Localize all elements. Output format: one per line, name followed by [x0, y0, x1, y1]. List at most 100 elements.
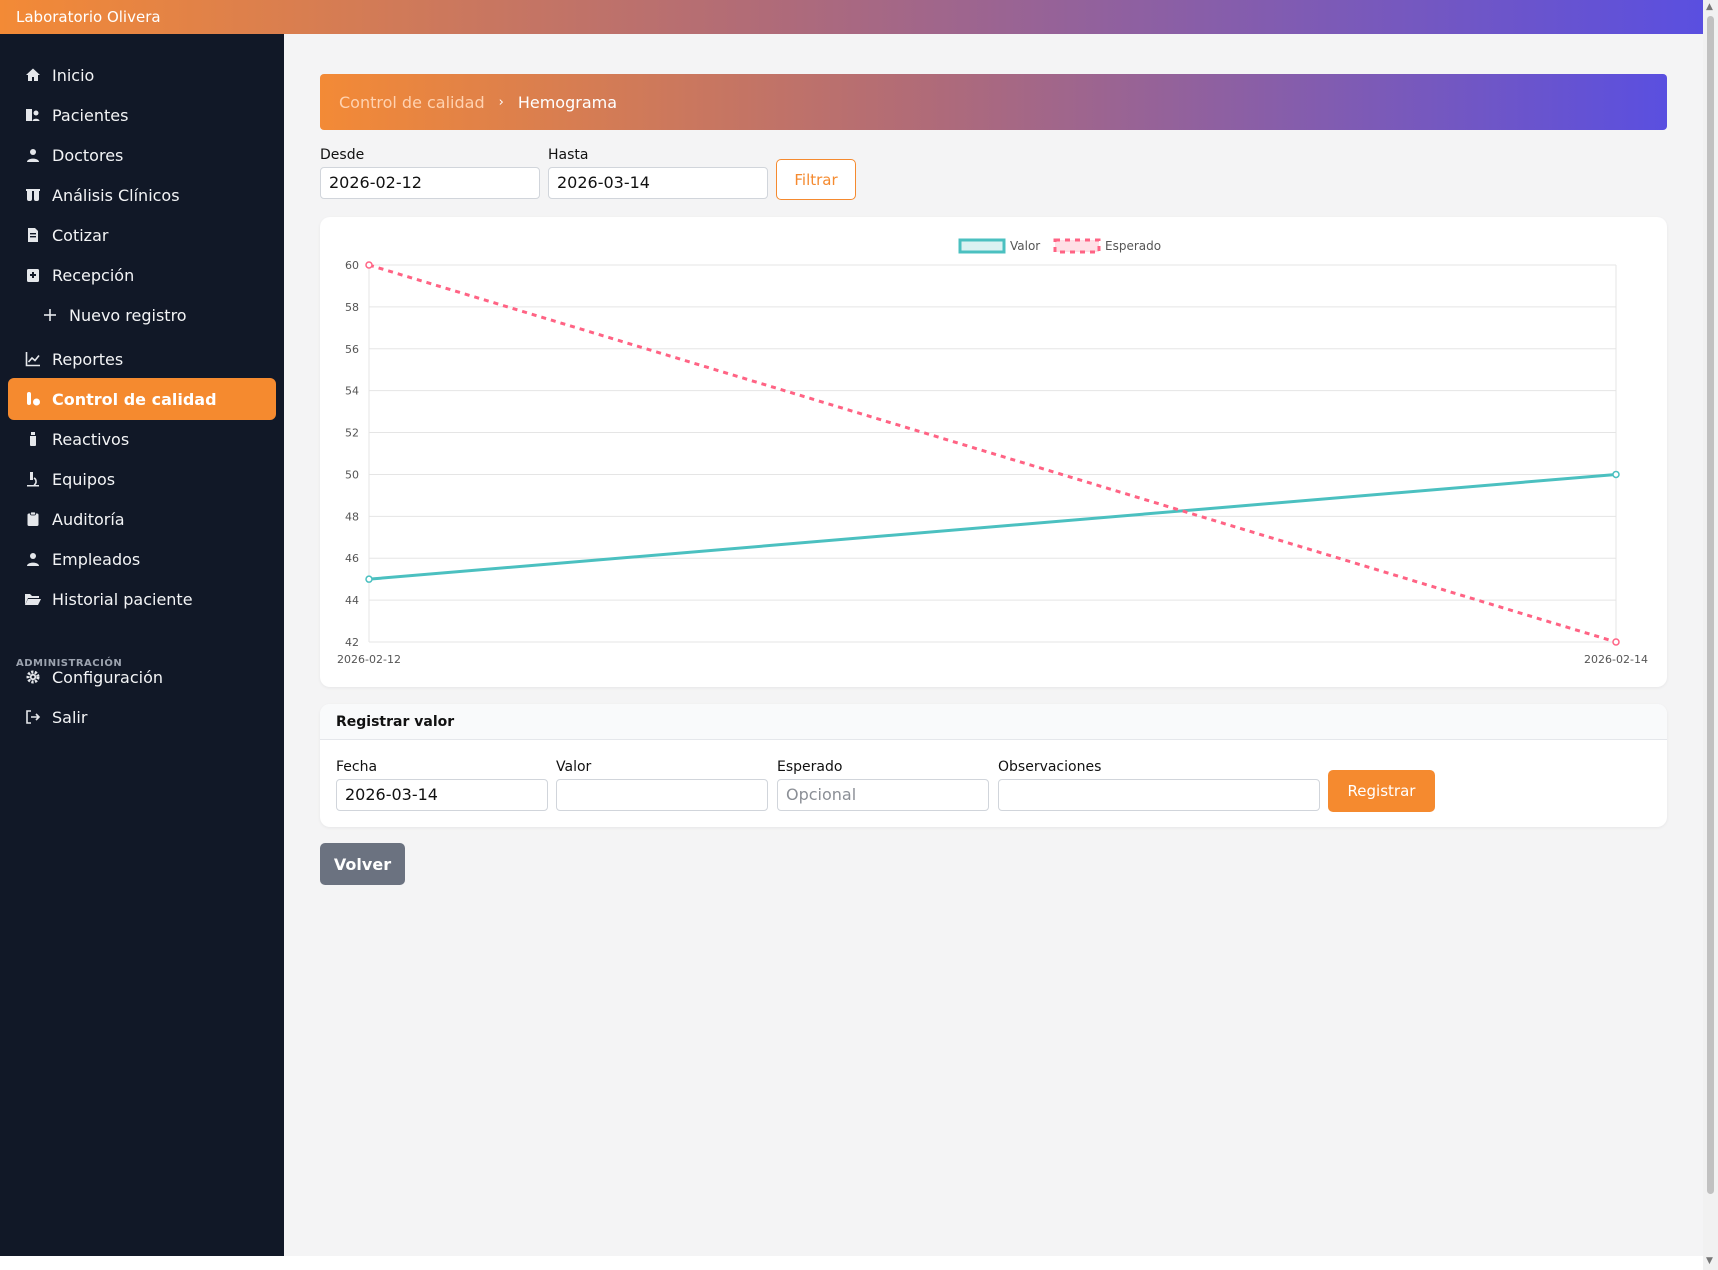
sidebar-item-equipos[interactable]: Equipos [8, 458, 276, 500]
sidebar-item-historial[interactable]: Historial paciente [8, 578, 276, 620]
clipboard-icon [24, 510, 42, 528]
data-point [1612, 470, 1620, 479]
sidebar-item-label: Recepción [52, 265, 135, 285]
breadcrumb-separator: › [498, 94, 504, 110]
valor-label: Valor [556, 759, 592, 775]
registrar-button[interactable]: Registrar [1328, 770, 1435, 812]
legend-label: Esperado [1105, 239, 1161, 253]
sidebar-item-label: Cotizar [52, 225, 109, 245]
invoice-icon [24, 226, 42, 244]
x-axis-ticks: 2026-02-12 2026-02-14 [337, 653, 1648, 666]
desde-label: Desde [320, 147, 365, 163]
desde-date-input[interactable]: 2026-02-12 [320, 167, 540, 199]
sidebar-item-label: Nuevo registro [69, 305, 187, 325]
sidebar-item-salir[interactable]: Salir [8, 696, 276, 738]
breadcrumb-parent-link[interactable]: Control de calidad [339, 92, 485, 112]
sidebar: Inicio Pacientes Doctores Análisis Clíni… [0, 34, 284, 1256]
hasta-label: Hasta [548, 147, 589, 163]
chart-line-icon [24, 350, 42, 368]
sign-out-icon [24, 708, 42, 726]
esperado-label: Esperado [777, 759, 843, 775]
sidebar-item-auditoria[interactable]: Auditoría [8, 498, 276, 540]
sidebar-item-inicio[interactable]: Inicio [8, 54, 276, 96]
sidebar-item-control-calidad[interactable]: Control de calidad [8, 378, 276, 420]
legend-label: Valor [1010, 239, 1040, 253]
y-tick-label: 48 [345, 510, 359, 523]
data-point [365, 575, 373, 583]
sidebar-item-reactivos[interactable]: Reactivos [8, 418, 276, 460]
breadcrumb-current: Hemograma [517, 92, 618, 112]
flask-icon [24, 186, 42, 204]
app-header: Laboratorio Olivera [0, 0, 1703, 34]
chart-legend: Valor Esperado [958, 238, 1161, 254]
y-tick-label: 54 [345, 385, 359, 398]
y-tick-label: 42 [345, 636, 359, 649]
breadcrumb: Control de calidad › Hemograma [320, 74, 1667, 130]
sidebar-item-label: Pacientes [52, 105, 129, 125]
sidebar-item-label: Reportes [52, 349, 124, 369]
chart-card: Valor Esperado 60 58 56 54 52 50 48 46 44 42 2026-… [320, 217, 1667, 687]
sidebar-item-label: Control de calidad [52, 389, 217, 409]
scroll-down-arrow-icon[interactable]: ▼ [1706, 1256, 1713, 1266]
user-icon [24, 550, 42, 568]
hasta-date-input[interactable]: 2026-03-14 [548, 167, 768, 199]
volver-button[interactable]: Volver [320, 843, 405, 885]
folder-open-icon [24, 590, 42, 608]
y-tick-label: 50 [345, 468, 359, 481]
sidebar-item-label: Reactivos [52, 429, 130, 449]
app-title: Laboratorio Olivera [16, 8, 161, 26]
data-point [1612, 638, 1620, 646]
vertical-scrollbar[interactable]: ▲ ▼ [1703, 0, 1718, 1270]
sidebar-item-label: Empleados [52, 549, 141, 569]
observaciones-label: Observaciones [998, 759, 1102, 775]
x-tick-label: 2026-02-12 [337, 653, 401, 666]
registrar-valor-title: Registrar valor [320, 704, 1667, 740]
data-point [365, 261, 373, 269]
patients-icon [24, 106, 42, 124]
sidebar-item-label: Historial paciente [52, 589, 193, 609]
bottle-icon [24, 430, 42, 448]
filtrar-button[interactable]: Filtrar [776, 159, 856, 200]
scrollbar-thumb[interactable] [1707, 16, 1714, 1194]
sidebar-item-configuracion[interactable]: Configuración [8, 656, 276, 698]
y-tick-label: 52 [345, 427, 359, 440]
gear-icon [24, 668, 42, 686]
observaciones-input[interactable] [998, 779, 1320, 811]
y-tick-label: 56 [345, 343, 359, 356]
y-tick-label: 46 [345, 552, 359, 565]
doctor-icon [24, 146, 42, 164]
sidebar-item-label: Análisis Clínicos [52, 185, 180, 205]
sidebar-item-pacientes[interactable]: Pacientes [8, 94, 276, 136]
y-axis-ticks: 60 58 56 54 52 50 48 46 44 42 [345, 259, 359, 649]
scroll-up-arrow-icon[interactable]: ▲ [1706, 2, 1713, 12]
sidebar-item-analisis[interactable]: Análisis Clínicos [8, 174, 276, 216]
valor-input[interactable] [556, 779, 768, 811]
fecha-label: Fecha [336, 759, 378, 775]
chart-series [365, 261, 1620, 646]
sidebar-item-reportes[interactable]: Reportes [8, 338, 276, 380]
legend-swatch-esperado [1053, 238, 1101, 254]
fecha-date-input[interactable]: 2026-03-14 [336, 779, 548, 811]
sidebar-item-nuevo-registro[interactable]: Nuevo registro [8, 294, 276, 336]
x-tick-label: 2026-02-14 [1584, 653, 1648, 666]
page-bottom-strip [0, 1256, 1703, 1270]
y-tick-label: 58 [345, 301, 359, 314]
series-line-valor [368, 472, 1617, 581]
plus-icon [41, 306, 59, 324]
sidebar-item-label: Doctores [52, 145, 124, 165]
sidebar-item-label: Inicio [52, 65, 95, 85]
chart-grid [368, 264, 1617, 643]
esperado-input[interactable]: Opcional [777, 779, 989, 811]
admin-section-heading: ADMINISTRACIÓN [16, 658, 123, 669]
reception-icon [24, 266, 42, 284]
sidebar-item-cotizar[interactable]: Cotizar [8, 214, 276, 256]
sidebar-item-recepcion[interactable]: Recepción [8, 254, 276, 296]
series-line-esperado [368, 263, 1617, 644]
microscope-icon [24, 470, 42, 488]
legend-swatch-valor [958, 238, 1006, 254]
y-tick-label: 44 [345, 594, 359, 607]
sidebar-item-doctores[interactable]: Doctores [8, 134, 276, 176]
sidebar-item-label: Configuración [52, 667, 164, 687]
vial-icon [24, 390, 42, 408]
sidebar-item-empleados[interactable]: Empleados [8, 538, 276, 580]
